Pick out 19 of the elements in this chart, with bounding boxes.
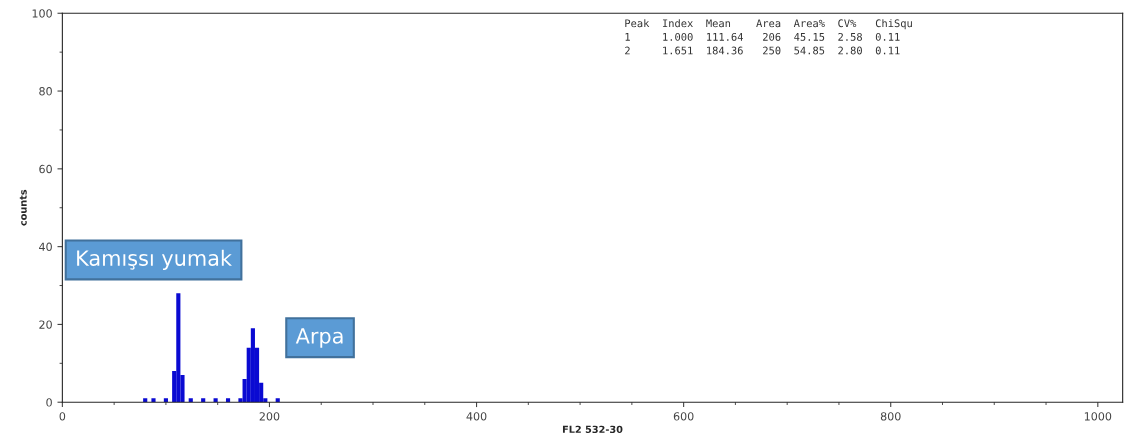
annotation: 2 1.651 184.36 250 54.85 2.80 0.11 [625,46,900,55]
y-tick-label: 80 [39,87,52,96]
x-tick-label: 0 [59,412,66,421]
y-tick-label: 40 [39,242,52,252]
x-tick-label: 1000 [1084,412,1112,421]
annotation: Kamışsı yumak [77,249,232,270]
x-tick-label: 600 [673,412,694,421]
y-tick-label: 60 [39,164,52,174]
x-tick-label: 400 [466,412,487,421]
annotation: 1 1.000 111.64 206 45.15 2.58 0.11 [625,32,900,41]
y-tick-label: 20 [39,320,52,329]
y-tick-label: 100 [32,9,52,18]
y-tick-label: 0 [46,398,52,407]
x-axis-title: FL2 532-30 [562,425,623,433]
annotation: Arpa [295,328,343,348]
x-tick-label: 800 [880,412,901,421]
y-axis-title: counts [19,189,27,226]
x-tick-label: 200 [259,412,280,421]
annotation: Peak Index Mean Area Area% CV% ChiSqu [625,19,912,30]
